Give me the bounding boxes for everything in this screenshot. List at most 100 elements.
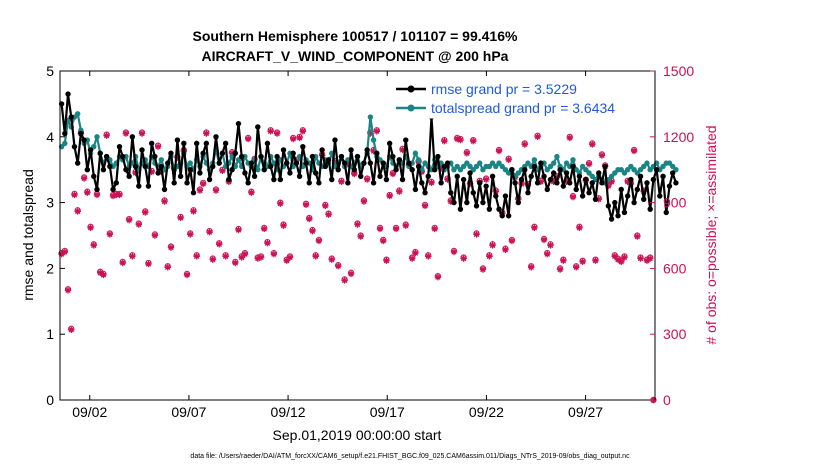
y-tick-label-right: 600 — [663, 260, 687, 276]
rmse-marker — [171, 180, 177, 186]
rmse-marker — [518, 176, 525, 183]
obs-assimilated-marker — [482, 176, 490, 183]
obs-assimilated-marker — [315, 237, 323, 245]
y-axis-label-left: rmse and totalspread — [20, 169, 36, 301]
obs-assimilated-marker — [302, 201, 310, 208]
obs-assimilated-marker — [347, 270, 355, 278]
rmse-marker — [386, 140, 393, 147]
obs-assimilated-marker — [280, 222, 287, 229]
rmse-marker — [161, 186, 168, 193]
rmse-marker — [628, 176, 634, 183]
obs-assimilated-marker — [71, 191, 78, 199]
obs-assimilated-marker — [495, 147, 503, 155]
obs-assimilated-marker — [241, 250, 249, 258]
y-tick-label-right: 1200 — [663, 129, 694, 145]
obs-assimilated-marker — [624, 178, 631, 185]
rmse-marker — [567, 180, 573, 186]
rmse-marker — [235, 120, 242, 127]
rmse-marker — [303, 160, 309, 166]
obs-assimilated-marker — [97, 269, 104, 276]
obs-assimilated-marker — [460, 255, 467, 262]
totalspread-marker — [531, 157, 538, 163]
obs-assimilated-marker — [470, 137, 477, 145]
obs-assimilated-marker — [605, 182, 612, 190]
rmse-marker — [284, 160, 290, 166]
obs-assimilated-marker — [386, 192, 393, 200]
obs-assimilated-marker — [618, 258, 625, 266]
rmse-marker — [374, 150, 380, 156]
rmse-marker — [534, 180, 541, 186]
obs-assimilated-marker — [357, 233, 364, 240]
rmse-marker — [91, 173, 97, 179]
obs-assimilated-marker — [228, 150, 236, 157]
obs-assimilated-marker — [80, 175, 88, 182]
rmse-marker — [190, 190, 197, 196]
rmse-marker — [287, 170, 293, 176]
obs-assimilated-marker — [257, 254, 265, 261]
y-tick-label-right: 0 — [663, 392, 671, 408]
totalspread-marker — [644, 160, 650, 166]
rmse-marker — [68, 114, 74, 120]
rmse-marker — [226, 176, 232, 183]
obs-assimilated-marker — [370, 147, 377, 155]
obs-assimilated-marker — [466, 180, 474, 188]
obs-assimilated-marker — [248, 189, 255, 196]
rmse-marker — [596, 170, 602, 176]
obs-assimilated-marker — [335, 263, 342, 270]
obs-assimilated-marker — [527, 264, 535, 271]
rmse-marker — [522, 167, 528, 173]
obs-assimilated-marker — [569, 193, 577, 201]
totalspread-marker — [367, 114, 374, 120]
obs-assimilated-marker — [595, 196, 602, 203]
obs-assimilated-marker — [553, 174, 561, 181]
rmse-marker — [293, 160, 300, 166]
legend-spread-label: totalspread grand pr = 3.6434 — [431, 100, 615, 116]
rmse-marker — [460, 176, 467, 183]
rmse-marker — [673, 180, 679, 186]
rmse-marker — [406, 160, 412, 166]
obs-assimilated-marker — [521, 141, 528, 148]
rmse-marker — [332, 137, 338, 143]
obs-assimilated-marker — [148, 168, 155, 176]
rmse-marker — [210, 163, 216, 170]
rmse-marker — [473, 203, 480, 209]
obs-assimilated-marker — [322, 202, 329, 210]
rmse-marker — [358, 173, 364, 179]
obs-assimilated-marker — [244, 135, 252, 143]
obs-assimilated-marker — [61, 248, 69, 256]
rmse-marker — [65, 91, 71, 97]
obs-assimilated-marker — [273, 130, 281, 137]
obs-assimilated-marker — [608, 178, 615, 185]
rmse-marker — [528, 173, 534, 179]
obs-assimilated-marker — [344, 161, 352, 168]
obs-assimilated-marker — [479, 266, 487, 273]
y-axis-label-right: # of obs: o=possible; ×=assimilated — [703, 125, 719, 344]
rmse-marker — [251, 173, 258, 179]
y-tick-label-left: 1 — [46, 326, 54, 342]
y-tick-label-left: 4 — [46, 129, 54, 145]
rmse-marker — [158, 163, 165, 170]
obs-assimilated-marker — [93, 191, 101, 199]
obs-assimilated-marker — [306, 215, 313, 223]
rmse-marker — [213, 134, 219, 140]
rmse-marker — [193, 140, 200, 147]
totalspread-marker — [477, 160, 483, 166]
axes: 09/02 09/07 09/12 09/17 09/22 09/27 0 1 2 3 4 5 0 300… — [46, 63, 694, 420]
obs-assimilated-marker — [383, 257, 390, 264]
x-tick-label: 09/27 — [568, 404, 603, 420]
y-tick-label-left: 5 — [46, 63, 54, 79]
rmse-marker — [110, 186, 116, 193]
rmse-marker — [602, 163, 608, 170]
obs-assimilated-marker — [312, 253, 319, 260]
rmse-marker — [380, 160, 386, 166]
rmse-marker — [544, 186, 550, 193]
rmse-marker — [612, 199, 618, 206]
obs-assimilated-marker — [363, 176, 371, 183]
rmse-marker — [480, 199, 486, 206]
rmse-marker — [657, 193, 663, 199]
obs-assimilated-marker — [611, 253, 618, 260]
rmse-marker — [483, 183, 489, 189]
rmse-marker — [557, 167, 563, 173]
totalspread-marker — [187, 160, 193, 166]
